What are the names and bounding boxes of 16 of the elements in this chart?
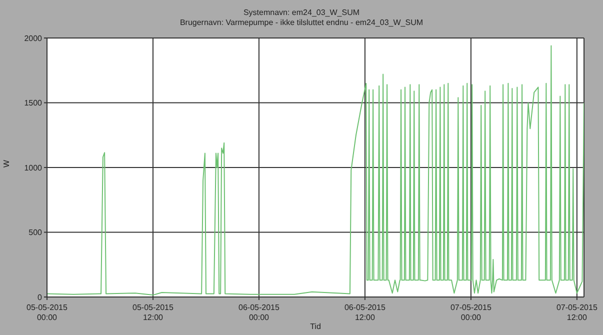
- x-tick-label: 07-05-2015 00:00: [450, 303, 492, 322]
- line-series: [47, 45, 584, 296]
- y-axis-title: W: [2, 160, 11, 168]
- chart-title: Systemnavn: em24_03_W_SUM: [242, 8, 361, 18]
- x-tick-label: 05-05-2015 12:00: [132, 303, 174, 322]
- x-tick-label: 07-05-2015 12:00: [556, 303, 598, 322]
- y-tick-label: 1500: [24, 98, 43, 108]
- x-tick-label: 06-05-2015 12:00: [344, 303, 386, 322]
- y-tick-label: 500: [28, 228, 43, 238]
- chart-subtitle: Brugernavn: Varmepumpe - ikke tilsluttet endnu - em24_03_W_SUM: [178, 18, 424, 28]
- x-tick-label: 05-05-2015 00:00: [26, 303, 68, 322]
- y-tick-label: 1000: [24, 163, 43, 172]
- x-axis-title: Tid: [310, 322, 321, 331]
- x-tick-label: 06-05-2015 00:00: [238, 303, 280, 322]
- y-tick-label: 0: [38, 292, 43, 302]
- y-tick-label: 2000: [24, 34, 43, 43]
